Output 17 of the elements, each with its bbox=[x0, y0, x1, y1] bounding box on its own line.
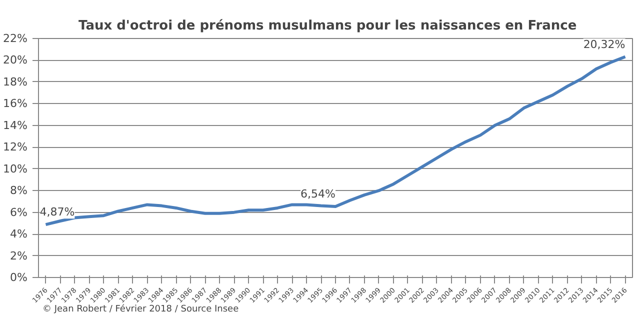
y-tick-label: 12% bbox=[3, 140, 28, 154]
y-tick-label: 20% bbox=[3, 54, 28, 67]
y-tick-label: 2% bbox=[10, 249, 28, 262]
y-tick-label: 10% bbox=[3, 162, 28, 176]
y-tick-label: 18% bbox=[3, 75, 28, 88]
y-tick-label: 22% bbox=[3, 32, 28, 45]
data-label: 4,87% bbox=[40, 206, 75, 219]
data-label: 20,32% bbox=[583, 38, 626, 51]
y-tick-label: 16% bbox=[3, 97, 28, 110]
y-tick-label: 8% bbox=[10, 184, 28, 198]
y-tick-label: 0% bbox=[10, 271, 28, 284]
y-tick-label: 4% bbox=[10, 228, 28, 241]
y-tick-label: 14% bbox=[3, 118, 28, 132]
text: © Jean Robert / Février 2018 / Source Insee bbox=[42, 304, 240, 314]
data-label: 6,54% bbox=[300, 187, 336, 200]
chart-title: Taux d'octroi de prénoms musulmans pour les naissances en France bbox=[78, 18, 577, 34]
y-tick-label: 6% bbox=[10, 206, 28, 219]
